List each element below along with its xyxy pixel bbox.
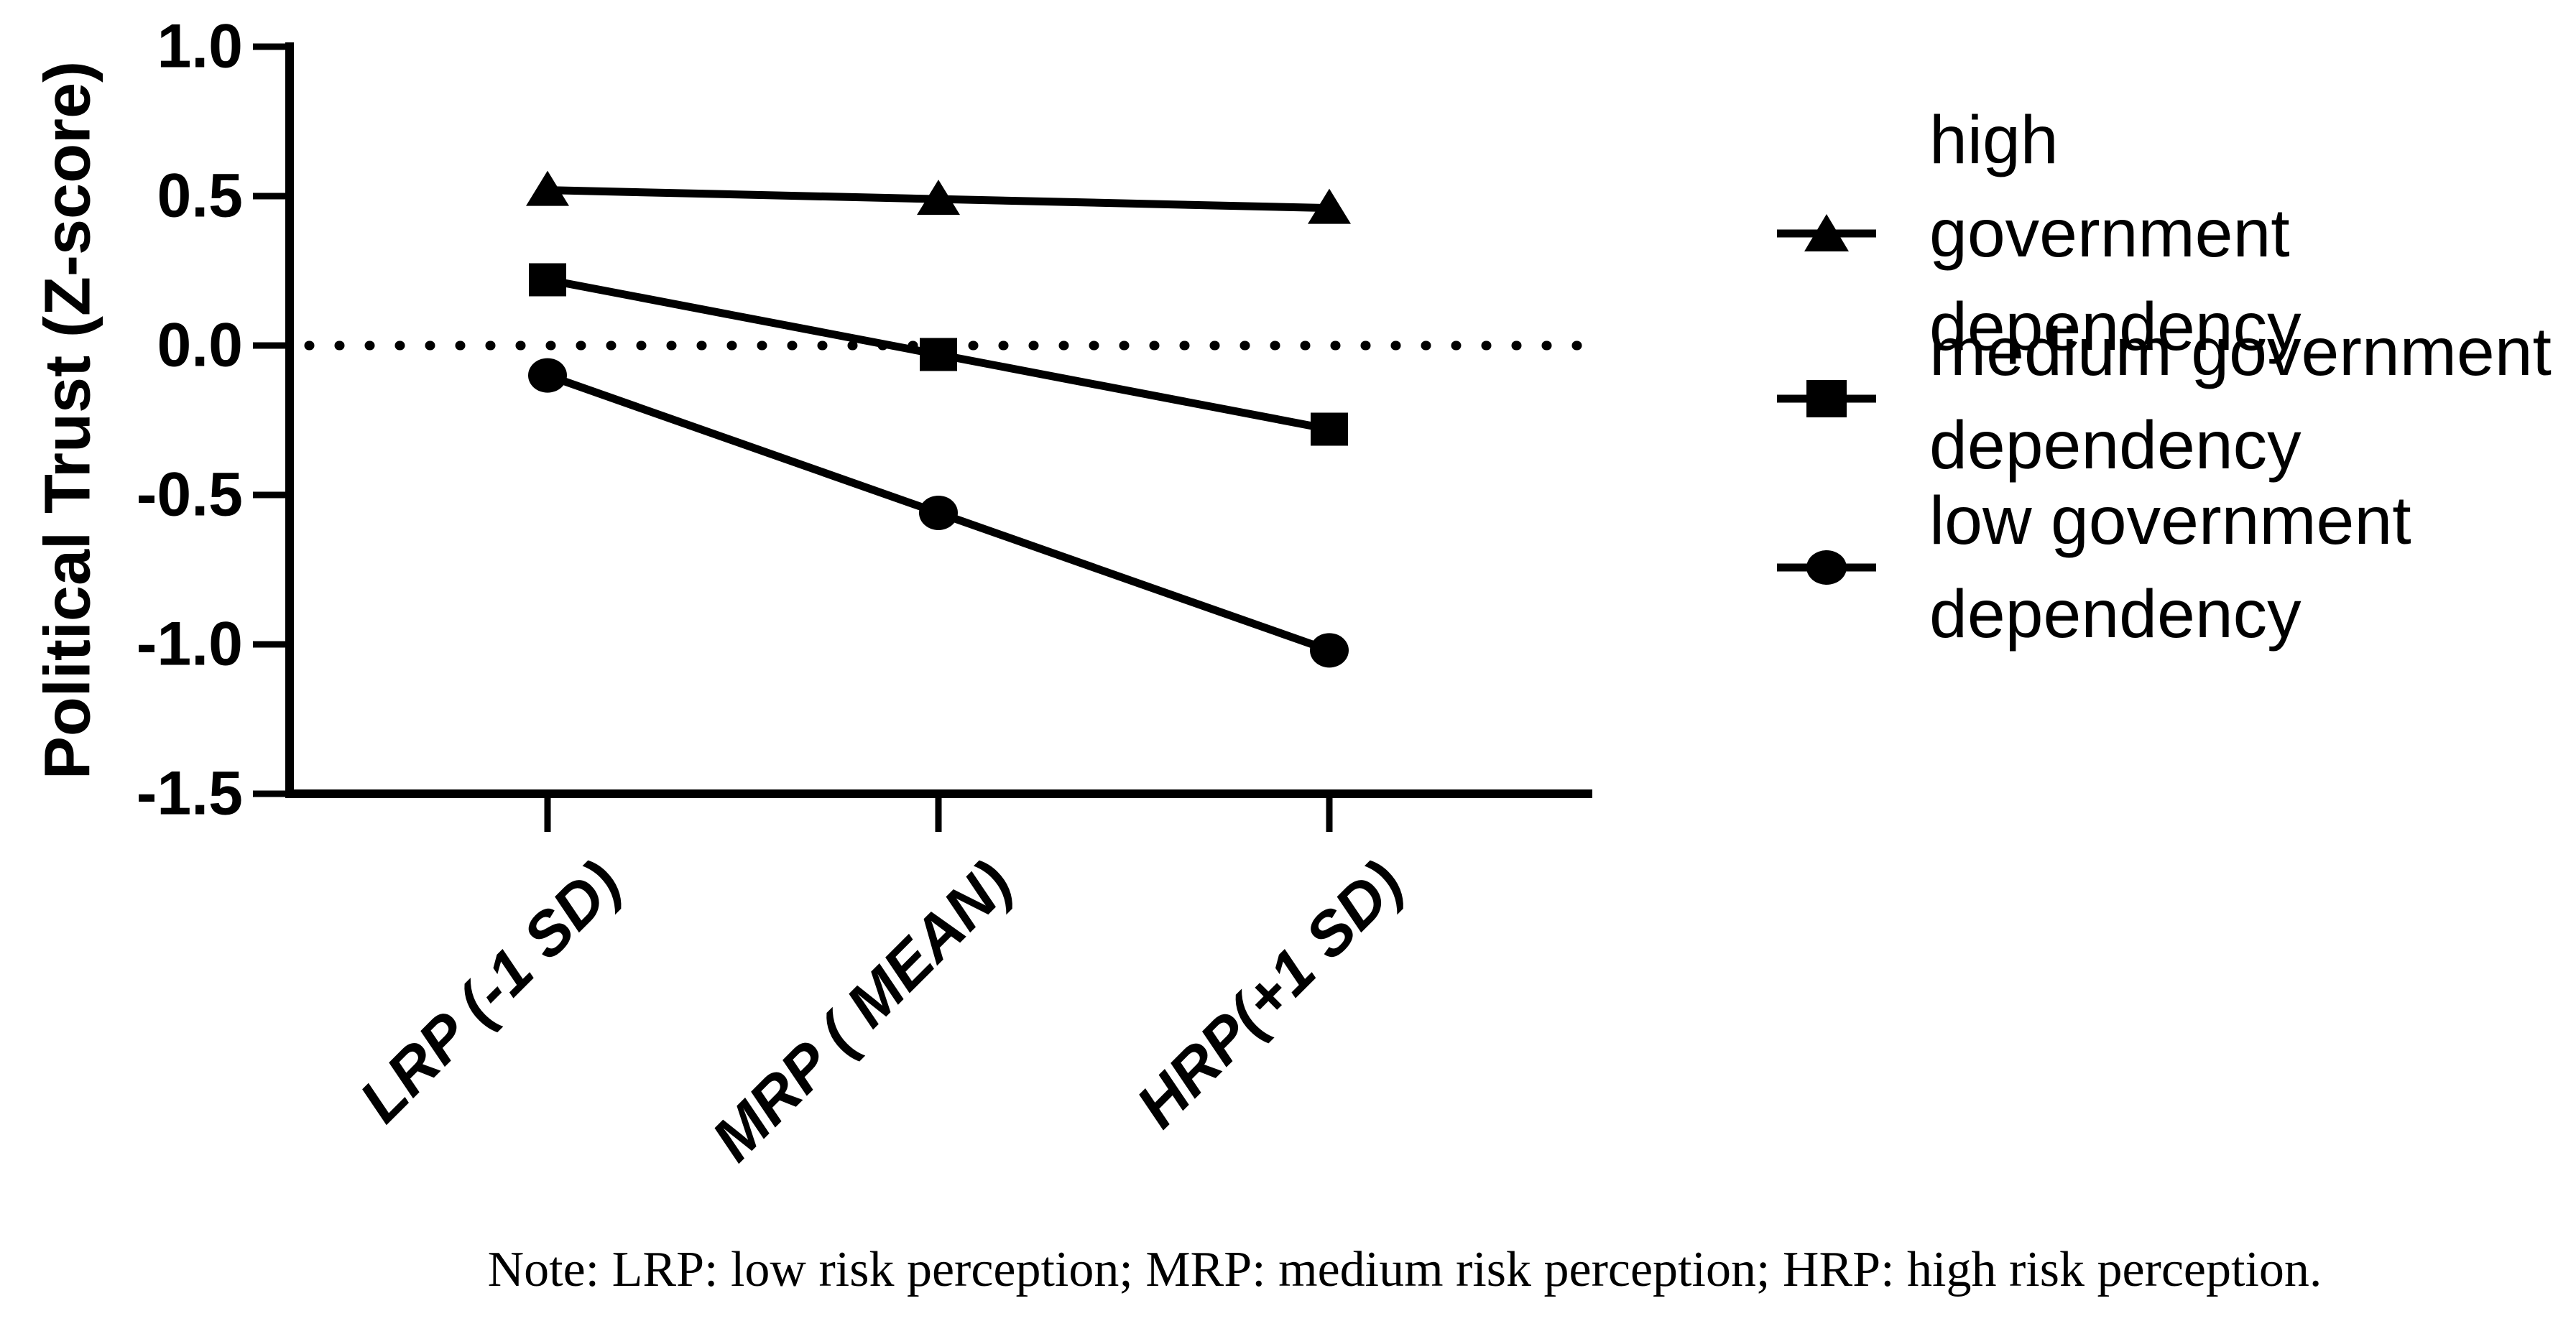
triangle-marker — [917, 180, 960, 216]
y-tick-label: 0.5 — [157, 161, 243, 231]
circle-marker-icon — [1777, 550, 1876, 585]
y-tick-label: 1.0 — [157, 11, 243, 81]
legend-item-label: high government dependency — [1929, 102, 2302, 365]
triangle-marker — [526, 170, 569, 206]
square-marker-icon — [1777, 380, 1876, 417]
y-axis-label: Political Trust (Z-score) — [32, 60, 104, 780]
circle-marker — [1310, 633, 1349, 668]
y-tick-label: -1.0 — [136, 609, 243, 679]
y-tick-label: -0.5 — [136, 460, 243, 529]
note-text: Note: LRP: low risk perception; MRP: med… — [487, 1242, 2322, 1297]
square-marker — [529, 263, 566, 297]
circle-marker — [919, 495, 958, 530]
circle-marker — [528, 358, 567, 393]
y-tick-label: 0.0 — [157, 310, 243, 380]
triangle-marker — [1308, 188, 1351, 224]
square-marker — [920, 338, 957, 371]
triangle-marker-icon — [1777, 214, 1876, 251]
axes — [285, 42, 1592, 798]
legend-item-label: medium government dependency — [1929, 314, 2552, 483]
square-marker — [1311, 412, 1348, 446]
y-tick-label: -1.5 — [136, 759, 243, 828]
legend-item-label: low government dependency — [1929, 483, 2411, 652]
